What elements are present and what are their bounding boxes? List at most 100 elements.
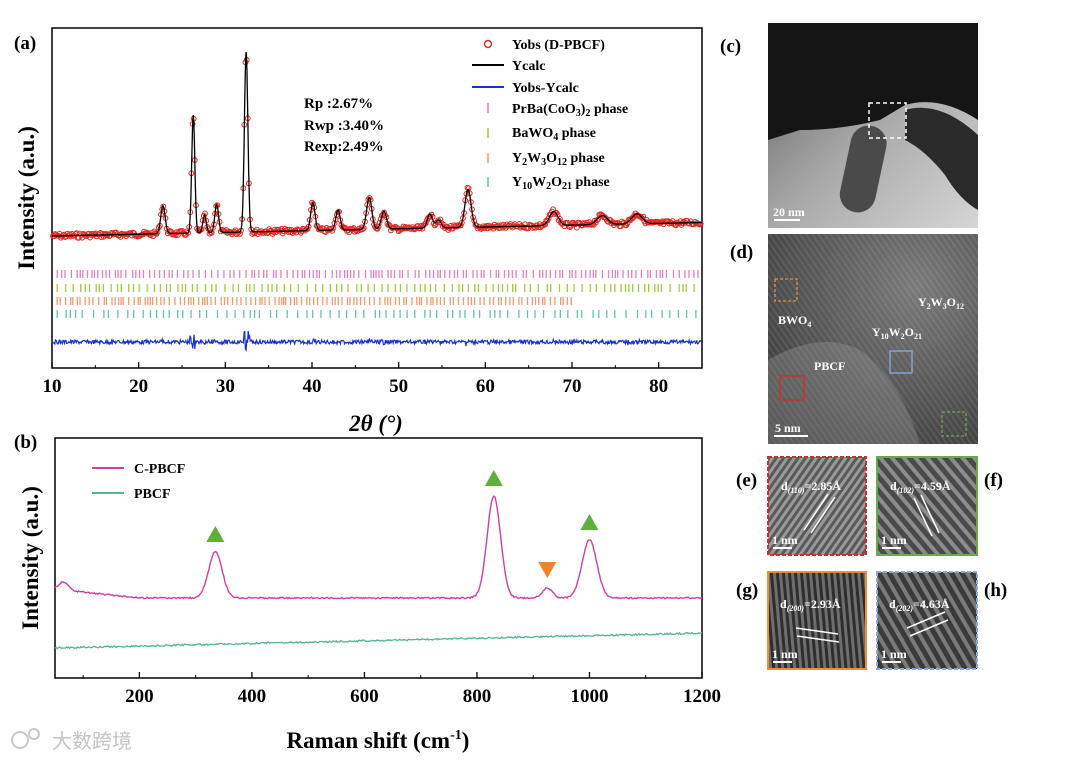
calculated-line xyxy=(52,51,702,237)
panel-h: (h) d(202)=4.63Å 1 nm xyxy=(876,571,1007,670)
hrtem-image-h xyxy=(876,571,978,670)
panel-a-calculated-curve xyxy=(52,51,702,237)
lattice-line-f2 xyxy=(920,494,940,534)
panel-b-label: (b) xyxy=(14,432,37,453)
observed-point xyxy=(695,220,702,227)
hrtem-d-lattice xyxy=(768,234,978,444)
scale-h: 1 nm xyxy=(881,647,907,661)
tem-c-rod xyxy=(839,125,887,213)
panel-d: (d) BWO4 Y2W3O12 Y10W2O21 PBCF 5 nm xyxy=(730,234,978,444)
x-tick-label: 70 xyxy=(563,376,582,397)
panel-c-label: (c) xyxy=(720,36,741,57)
scale-f: 1 nm xyxy=(881,533,907,547)
panel-b-x-axis: 200 400 600 800 1000 1200 xyxy=(82,672,721,707)
x-tick-label: 400 xyxy=(238,686,267,707)
x-tick-label: 800 xyxy=(463,686,492,707)
lattice-line-e2 xyxy=(810,496,836,534)
observed-point xyxy=(301,226,308,233)
legend-obs: Yobs (D-PBCF) xyxy=(512,38,605,53)
legend-diff: Yobs-Ycalc xyxy=(512,81,579,96)
observed-point xyxy=(457,222,464,229)
scale-g: 1 nm xyxy=(772,647,798,661)
watermark: 大数跨境 xyxy=(11,728,132,753)
difference-line xyxy=(51,330,702,352)
x-tick-label: 30 xyxy=(216,376,235,397)
tem-c-scale: 20 nm xyxy=(773,205,805,219)
hrtem-d-label-pbcf: PBCF xyxy=(814,359,845,373)
hrtem-image-g xyxy=(767,571,867,670)
c-pbcf-line xyxy=(54,495,703,600)
lattice-line-f1 xyxy=(913,497,933,537)
x-tick-label: 20 xyxy=(129,376,148,397)
observed-point xyxy=(479,225,486,231)
legend-pbcf: PBCF xyxy=(134,487,171,502)
panel-b-y-title: Intensity (a.u.) xyxy=(18,486,43,630)
panel-b-legend: C-PBCF PBCF xyxy=(92,462,185,502)
panel-b-frame xyxy=(54,437,703,679)
x-tick-label: 40 xyxy=(303,376,322,397)
lattice-line-g1 xyxy=(795,627,839,635)
panel-b-x-title: Raman shift (cm-1) xyxy=(287,728,470,753)
observed-point xyxy=(391,224,398,231)
lattice-line-h1 xyxy=(906,611,946,629)
panel-f-label: (f) xyxy=(984,470,1003,491)
panel-h-label: (h) xyxy=(984,580,1007,601)
watermark-logo-icon xyxy=(11,731,29,749)
panel-a: (a) 10 20 30 40 50 60 70 80 Intensity (a.u.) 2θ… xyxy=(14,27,704,436)
lattice-line-e1 xyxy=(803,493,829,531)
panel-a-x-title: 2θ (°) xyxy=(348,411,403,436)
tem-c-zoom-box xyxy=(868,102,907,139)
scale-e: 1 nm xyxy=(772,533,798,547)
x-tick-label: 80 xyxy=(649,376,668,397)
observed-point xyxy=(310,201,317,207)
panel-a-frame xyxy=(51,27,703,369)
x-tick-label: 1000 xyxy=(570,686,608,707)
x-tick-label: 10 xyxy=(43,376,62,397)
legend-obs-marker xyxy=(483,39,493,49)
legend-phase4: Y10W2O21 phase xyxy=(512,175,610,192)
panel-d-label: (d) xyxy=(730,242,753,263)
hrtem-d-box-bwo4 xyxy=(774,278,798,302)
hrtem-d-pbcf-region xyxy=(768,342,920,444)
peak-marker-triangle-down xyxy=(538,562,557,578)
x-tick-label: 200 xyxy=(125,686,154,707)
hrtem-d-box-y2 xyxy=(941,411,967,437)
legend-phase3: Y2W3O12 phase xyxy=(512,151,605,168)
hrtem-d-box-pbcf xyxy=(779,375,805,401)
x-tick-label: 50 xyxy=(389,376,408,397)
panel-c: (c) 20 nm xyxy=(720,23,978,228)
hrtem-d-label-bwo4: BWO4 xyxy=(778,313,811,329)
observed-point xyxy=(381,209,388,216)
legend-phase1: PrBa(CoO3)2 phase xyxy=(512,102,628,119)
peak-marker-triangle-up xyxy=(206,526,225,542)
panel-e: (e) d(110)=2.85Å 1 nm xyxy=(736,456,867,556)
observed-point xyxy=(594,217,600,224)
legend-phase2: BaWO4 phase xyxy=(512,126,596,143)
watermark-logo-icon-2 xyxy=(28,728,40,740)
watermark-text: 大数跨境 xyxy=(52,730,132,753)
pbcf-line xyxy=(54,631,703,650)
fit-rexp: Rexp:2.49% xyxy=(304,139,384,155)
panel-g: (g) d(200)=2.93Å 1 nm xyxy=(736,571,867,670)
panel-a-phase-ticks xyxy=(56,270,699,318)
x-tick-label: 600 xyxy=(350,686,379,707)
x-tick-label: 60 xyxy=(476,376,495,397)
peak-marker-triangle-up xyxy=(484,470,503,486)
hrtem-d-box-y10 xyxy=(889,350,913,374)
panel-f: (f) d(102)=4.59Å 1 nm xyxy=(876,456,1003,556)
panel-a-legend: Yobs (D-PBCF) Ycalc Yobs-Ycalc PrBa(CoO3… xyxy=(472,38,628,192)
panel-b-peak-markers xyxy=(206,470,599,578)
tem-c-particle xyxy=(905,107,978,210)
panel-b-curves xyxy=(54,495,703,650)
panel-a-label: (a) xyxy=(14,33,36,54)
legend-c-pbcf: C-PBCF xyxy=(134,462,185,477)
lattice-line-g2 xyxy=(796,635,840,643)
panel-a-difference-curve xyxy=(51,330,702,352)
peak-marker-triangle-up xyxy=(580,514,599,530)
x-tick-label: 1200 xyxy=(683,686,721,707)
fit-rwp: Rwp :3.40% xyxy=(304,118,384,134)
panel-a-y-title: Intensity (a.u.) xyxy=(14,126,39,270)
hrtem-d-scale: 5 nm xyxy=(775,421,801,435)
observed-point xyxy=(697,220,704,227)
